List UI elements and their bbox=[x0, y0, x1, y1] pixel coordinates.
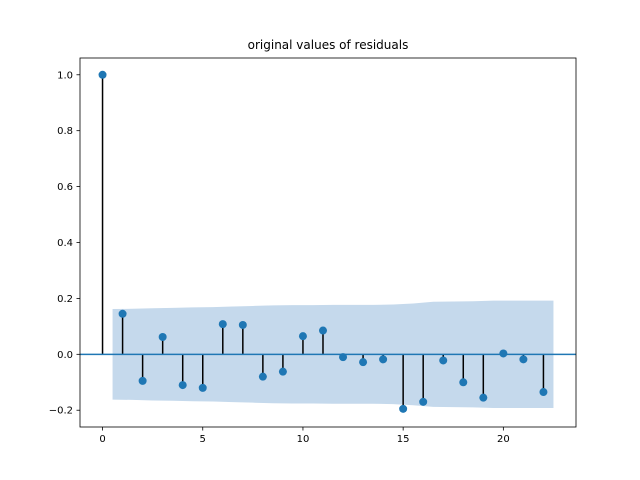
data-point-17 bbox=[439, 356, 448, 365]
data-point-20 bbox=[499, 349, 508, 358]
x-tick-label-10: 10 bbox=[297, 434, 310, 445]
data-point-2 bbox=[138, 376, 147, 385]
y-tick-label-2: 0.2 bbox=[57, 294, 73, 305]
data-point-6 bbox=[218, 320, 227, 329]
data-point-0 bbox=[98, 70, 107, 79]
y-tick-label-1: 0.0 bbox=[57, 350, 73, 361]
data-point-14 bbox=[379, 355, 388, 364]
data-point-3 bbox=[158, 332, 167, 341]
chart-title: original values of residuals bbox=[248, 38, 409, 52]
x-tick-label-0: 0 bbox=[99, 434, 105, 445]
y-tick-layer: −0.2 0.0 0.2 0.4 0.6 0.8 1.0 bbox=[49, 70, 80, 417]
data-point-15 bbox=[399, 404, 408, 413]
data-point-8 bbox=[258, 372, 267, 381]
data-point-11 bbox=[318, 326, 327, 335]
marker-layer bbox=[98, 70, 548, 413]
data-point-16 bbox=[419, 397, 428, 406]
data-point-13 bbox=[359, 358, 368, 367]
y-tick-label-5: 0.8 bbox=[57, 126, 73, 137]
data-point-19 bbox=[479, 393, 488, 402]
data-point-1 bbox=[118, 309, 127, 318]
data-point-10 bbox=[298, 332, 307, 341]
data-point-4 bbox=[178, 381, 187, 390]
data-point-22 bbox=[539, 388, 548, 397]
data-point-5 bbox=[198, 383, 207, 392]
y-tick-label-3: 0.4 bbox=[57, 238, 73, 249]
x-tick-label-5: 5 bbox=[200, 434, 206, 445]
data-point-12 bbox=[339, 353, 348, 362]
data-point-7 bbox=[238, 320, 247, 329]
x-tick-label-15: 15 bbox=[397, 434, 410, 445]
y-tick-label-6: 1.0 bbox=[57, 70, 73, 81]
data-point-9 bbox=[278, 367, 287, 376]
y-tick-label-0: −0.2 bbox=[49, 406, 73, 417]
y-tick-label-4: 0.6 bbox=[57, 182, 73, 193]
x-tick-layer: 0 5 10 15 20 bbox=[99, 427, 510, 445]
data-point-18 bbox=[459, 378, 468, 387]
x-tick-label-20: 20 bbox=[497, 434, 510, 445]
data-point-21 bbox=[519, 355, 528, 364]
